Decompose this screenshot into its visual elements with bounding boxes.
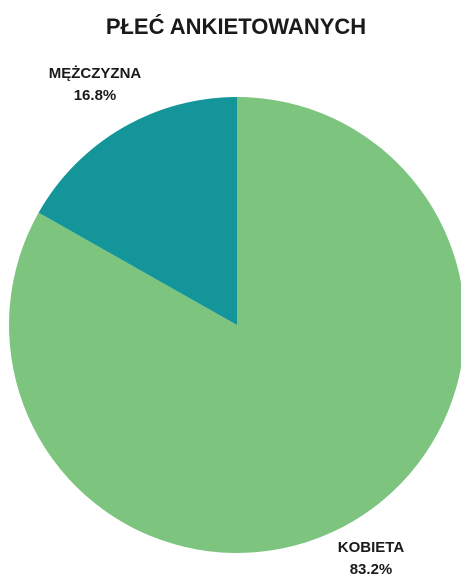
pie-labels: KOBIETA 83.2% MĘŻCZYZNA 16.8% (49, 65, 405, 578)
slice-label: KOBIETA (338, 539, 405, 556)
pie-slice-mężczyzna (38, 97, 237, 325)
pie-slices (9, 97, 461, 553)
slice-value-label: 16.8% (74, 87, 117, 104)
chart-title: PŁEĆ ANKIETOWANYCH (106, 14, 366, 39)
slice-label: MĘŻCZYZNA (49, 65, 142, 82)
slice-value-label: 83.2% (350, 561, 393, 575)
pie-slice-kobieta (9, 97, 461, 553)
